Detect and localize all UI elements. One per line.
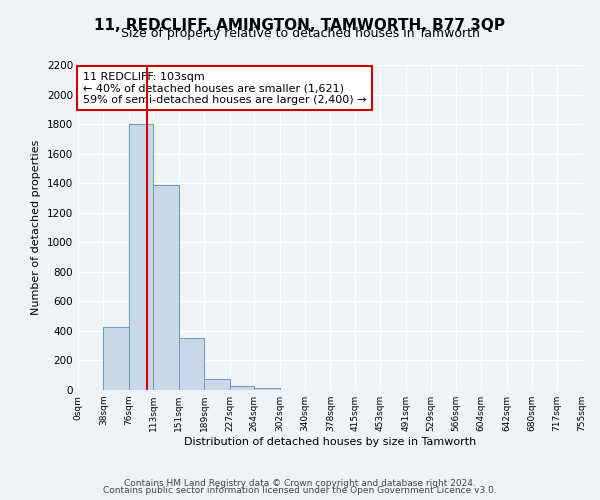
- Text: Contains HM Land Registry data © Crown copyright and database right 2024.: Contains HM Land Registry data © Crown c…: [124, 478, 476, 488]
- Bar: [230, 386, 254, 390]
- Bar: [254, 388, 280, 390]
- X-axis label: Distribution of detached houses by size in Tamworth: Distribution of detached houses by size …: [184, 437, 476, 447]
- Bar: [179, 338, 204, 390]
- Text: 11, REDCLIFF, AMINGTON, TAMWORTH, B77 3QP: 11, REDCLIFF, AMINGTON, TAMWORTH, B77 3Q…: [95, 18, 505, 32]
- Bar: [129, 124, 154, 390]
- Bar: [204, 379, 230, 390]
- Text: Size of property relative to detached houses in Tamworth: Size of property relative to detached ho…: [121, 28, 479, 40]
- Bar: [103, 327, 129, 390]
- Text: 11 REDCLIFF: 103sqm
← 40% of detached houses are smaller (1,621)
59% of semi-det: 11 REDCLIFF: 103sqm ← 40% of detached ho…: [83, 72, 367, 104]
- Y-axis label: Number of detached properties: Number of detached properties: [31, 140, 41, 315]
- Bar: [154, 184, 179, 390]
- Text: Contains public sector information licensed under the Open Government Licence v3: Contains public sector information licen…: [103, 486, 497, 495]
